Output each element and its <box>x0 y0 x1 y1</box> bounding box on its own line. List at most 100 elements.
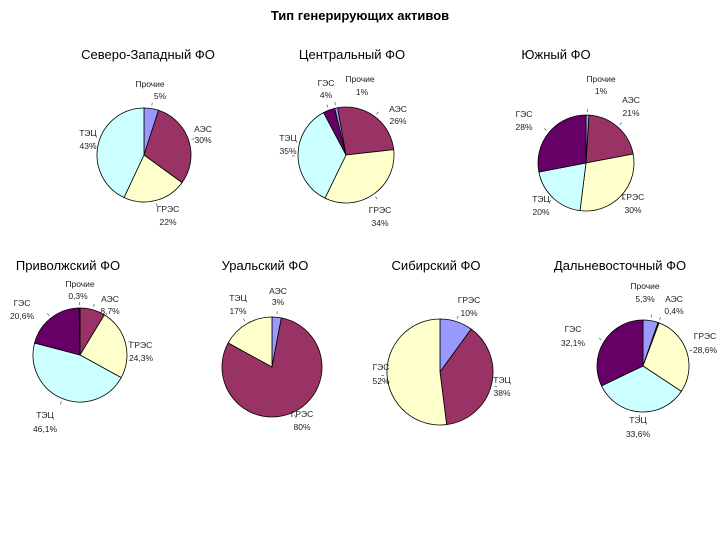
leader-line <box>46 313 50 316</box>
pie-slice-tec <box>600 365 682 413</box>
slice-value-label: 38% <box>493 388 510 398</box>
pie-slice-tec <box>538 162 587 212</box>
slice-value-label: 80% <box>293 422 310 432</box>
pie-slice-other <box>78 307 81 356</box>
pie-slice-tec <box>297 112 347 199</box>
pie-slice-gres <box>79 314 128 379</box>
slice-value-label: 1% <box>595 86 608 96</box>
main-title: Тип генерирующих активов <box>270 8 450 23</box>
slice-value-label: 3% <box>272 297 285 307</box>
slice-value-label: 30% <box>624 205 641 215</box>
pie-slice-ges <box>537 114 587 173</box>
slice-value-label: 21% <box>622 108 639 118</box>
leader-line <box>294 414 297 418</box>
slice-name-label: ГЭС <box>516 109 533 119</box>
pie-slice-aes <box>337 106 395 156</box>
pie-chart-3: АЭС 8,7% ГРЭС 24,3% ТЭЦ 46,1% ГЭС 20,6% Прочие 0,… <box>10 279 154 434</box>
slice-value-label: 30% <box>194 135 211 145</box>
slice-value-label: 33,6% <box>626 429 651 439</box>
chart-title-volga: Приволжский ФО <box>15 258 121 273</box>
leader-line <box>598 337 602 341</box>
pie-chart-1: ГЭС 4% Прочие 1% АЭС 26% ГРЭС 34% ТЭЦ 35% <box>279 74 407 228</box>
slice-value-label: 0,3% <box>68 291 88 301</box>
leader-line <box>689 349 693 352</box>
slice-value-label: 24,3% <box>129 353 154 363</box>
slice-name-label: ГЭС <box>373 362 390 372</box>
slice-name-label: ГРЭС <box>694 331 717 341</box>
leader-line <box>456 315 459 319</box>
leader-line <box>92 143 96 145</box>
slice-name-label: АЭС <box>101 294 119 304</box>
leader-line <box>494 385 498 388</box>
slice-name-label: ГРЭС <box>291 409 314 419</box>
slice-value-label: 0,4% <box>664 306 684 316</box>
leader-line <box>93 303 95 307</box>
slice-value-label: 46,1% <box>33 424 58 434</box>
pie-slice-gres <box>642 322 690 392</box>
slice-value-label: 28,6% <box>693 345 718 355</box>
chart-title-nw: Северо-Западный ФО <box>81 47 215 62</box>
chart-title-south: Южный ФО <box>521 47 591 62</box>
leader-line <box>128 340 132 343</box>
slice-value-label: 35% <box>279 146 296 156</box>
slice-name-label: ГРЭС <box>157 204 180 214</box>
slice-name-label: ТЭЦ <box>629 415 647 425</box>
slice-name-label: АЭС <box>622 95 640 105</box>
pie-slice-tec <box>32 342 122 403</box>
slice-name-label: Прочие <box>65 279 95 289</box>
slice-name-label: АЭС <box>194 124 212 134</box>
leader-line <box>376 111 379 115</box>
pie-slice-ges <box>386 318 448 426</box>
slice-name-label: Прочие <box>630 281 660 291</box>
pie-slice-tec <box>96 107 145 199</box>
slice-value-label: 4% <box>320 90 333 100</box>
slice-value-label: 28% <box>515 122 532 132</box>
leader-line <box>548 199 552 203</box>
chart-title-far-east: Дальневосточный ФО <box>553 258 687 273</box>
pie-slice-aes <box>585 114 634 164</box>
slice-value-label: 5% <box>154 91 167 101</box>
pie-slice-tec <box>227 316 273 368</box>
slice-name-label: Прочие <box>345 74 375 84</box>
leader-line <box>60 401 62 405</box>
chart-title-siberia: Сибирский ФО <box>391 258 481 273</box>
slice-name-label: ГРЭС <box>458 295 481 305</box>
slice-value-label: 34% <box>371 218 388 228</box>
chart-title-ural: Уральский ФО <box>221 258 309 273</box>
leader-line <box>191 138 195 140</box>
slice-value-label: 20,6% <box>10 311 35 321</box>
slice-name-label: АЭС <box>269 286 287 296</box>
slice-name-label: АЭС <box>665 294 683 304</box>
pie-chart-6: Прочие 5,3% АЭС 0,4% ГРЭС 28,6% ТЭЦ 33,6% ГЭС 32,… <box>561 281 718 439</box>
slice-name-label: ГЭС <box>565 324 582 334</box>
leader-line <box>622 197 626 201</box>
pie-slice-aes <box>143 109 192 184</box>
slice-name-label: ГРЭС <box>622 192 645 202</box>
slice-name-label: ГРЭС <box>130 340 153 350</box>
leader-line <box>375 196 378 200</box>
leader-line <box>334 102 336 106</box>
slice-value-label: 26% <box>389 116 406 126</box>
leader-line <box>544 128 547 131</box>
leader-line <box>326 104 329 108</box>
slice-value-label: 8,7% <box>100 306 120 316</box>
pie-slice-ges <box>596 319 644 387</box>
pie-slice-ges <box>34 307 81 356</box>
slice-name-label: ТЭЦ <box>493 375 511 385</box>
chart-title-central: Центральный ФО <box>298 47 406 62</box>
slice-value-label: 32,1% <box>561 338 586 348</box>
slice-name-label: ТЭЦ <box>532 194 550 204</box>
slice-name-label: ГРЭС <box>369 205 392 215</box>
slice-name-label: ГЭС <box>318 78 335 88</box>
slice-name-label: ТЭЦ <box>36 410 54 420</box>
pie-slice-tec <box>439 328 494 426</box>
slice-name-label: Прочие <box>586 74 616 84</box>
slice-value-label: 10% <box>460 308 477 318</box>
leader-line <box>659 316 661 321</box>
leader-line <box>156 203 158 207</box>
slice-value-label: 22% <box>159 217 176 227</box>
slice-name-label: ГЭС <box>14 298 31 308</box>
leader-line <box>243 318 246 322</box>
